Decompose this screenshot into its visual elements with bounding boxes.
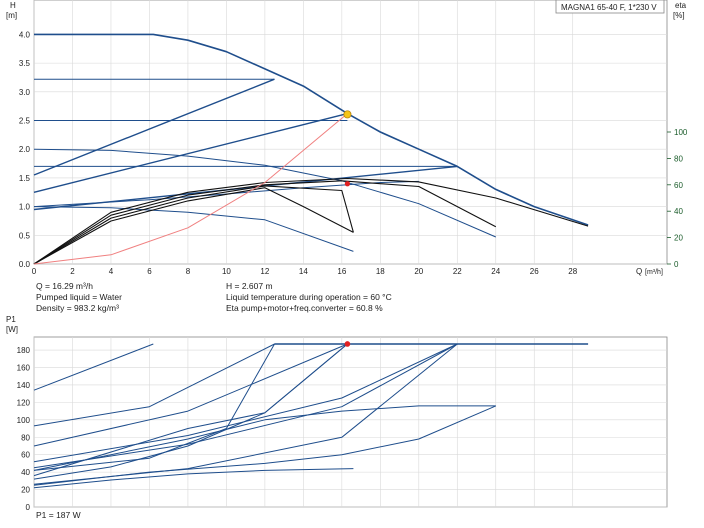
hq-x-tick-label: 24	[491, 267, 500, 276]
eta-curve	[33, 180, 497, 265]
p1-curve	[33, 405, 496, 486]
qh-speed-curve	[33, 206, 354, 252]
p1-curve	[33, 343, 275, 471]
p1-curve	[33, 343, 275, 427]
hq-y-tick-label: 0.0	[19, 260, 31, 269]
info-temp: Liquid temperature during operation = 60…	[226, 292, 392, 302]
hq-x-axis-name: Q	[636, 267, 642, 276]
p1-y-axis-unit: [W]	[6, 325, 18, 334]
eta-axis-name: eta	[675, 1, 687, 10]
p1-curve	[33, 343, 458, 463]
eta-tick-label: 40	[674, 207, 683, 216]
info-p1: P1 = 187 W	[36, 510, 81, 520]
hq-x-tick-label: 4	[109, 267, 114, 276]
hq-y-axis-name: H	[10, 1, 16, 10]
hq-y-axis-unit: [m]	[6, 11, 17, 20]
hq-x-tick-label: 10	[222, 267, 231, 276]
system-curve-curve	[33, 113, 348, 265]
qh-prop-curve	[33, 112, 348, 193]
p1-curve	[33, 343, 458, 469]
info-h: H = 2.607 m	[226, 281, 273, 291]
hq-x-tick-label: 18	[376, 267, 385, 276]
hq-plot-frame	[33, 0, 668, 265]
eta-tick-label: 80	[674, 154, 683, 163]
p1-y-tick-label: 60	[21, 451, 30, 460]
p1-y-tick-label: 0	[26, 503, 31, 512]
p1-y-tick-label: 160	[17, 364, 31, 373]
hq-x-tick-label: 0	[32, 267, 37, 276]
p1-curve	[33, 405, 496, 471]
p1-curve	[33, 468, 354, 489]
hq-x-tick-label: 12	[260, 267, 269, 276]
hq-y-tick-label: 1.5	[19, 174, 31, 183]
p1-y-tick-label: 80	[21, 433, 30, 442]
hq-y-tick-label: 2.5	[19, 117, 31, 126]
hq-y-tick-label: 2.0	[19, 145, 31, 154]
info-liquid: Pumped liquid = Water	[36, 292, 122, 302]
eta-curve	[33, 177, 589, 265]
hq-y-tick-label: 3.0	[19, 88, 31, 97]
eta-tick-label: 20	[674, 234, 683, 243]
info-density: Density = 983.2 kg/m³	[36, 303, 119, 313]
hq-x-axis-unit: [m³/h]	[645, 269, 663, 276]
info-eta: Eta pump+motor+freq.converter = 60.8 %	[226, 303, 383, 313]
hq-x-tick-label: 14	[299, 267, 308, 276]
p1-y-tick-label: 20	[21, 486, 30, 495]
p1-y-tick-label: 100	[17, 416, 31, 425]
p1-duty-point	[344, 341, 351, 347]
p1-plot-frame	[33, 336, 668, 508]
hq-y-tick-label: 1.0	[19, 203, 31, 212]
eta-axis-unit: [%]	[673, 11, 685, 20]
eta-tick-label: 0	[674, 260, 679, 269]
qh-prop-curve	[33, 78, 275, 176]
hq-y-tick-label: 4.0	[19, 30, 31, 39]
hq-x-tick-label: 8	[186, 267, 191, 276]
p1-curve	[33, 343, 154, 391]
p1-y-tick-label: 120	[17, 398, 31, 407]
p1-y-tick-label: 40	[21, 468, 30, 477]
hq-duty-point	[343, 110, 352, 119]
hq-x-tick-label: 2	[70, 267, 75, 276]
hq-x-tick-label: 28	[568, 267, 577, 276]
p1-y-axis-name: P1	[6, 315, 16, 324]
eta-curve	[33, 185, 354, 265]
hq-x-tick-label: 20	[414, 267, 423, 276]
hq-y-tick-label: 0.5	[19, 231, 31, 240]
model-label: MAGNA1 65-40 F, 1*230 V	[561, 3, 657, 12]
qh-speed-curve	[33, 148, 496, 238]
hq-x-tick-label: 22	[453, 267, 462, 276]
eta-duty-point	[344, 181, 351, 187]
eta-curve	[33, 187, 354, 265]
eta-tick-label: 60	[674, 181, 683, 190]
info-q: Q = 16.29 m³/h	[36, 281, 93, 291]
model-label-box	[555, 0, 665, 14]
qh-speed-curve	[33, 180, 419, 208]
p1-y-tick-label: 140	[17, 381, 31, 390]
hq-x-tick-label: 16	[337, 267, 346, 276]
p1-curve	[33, 343, 348, 447]
eta-tick-label: 100	[674, 128, 688, 137]
hq-y-tick-label: 3.5	[19, 59, 31, 68]
hq-x-tick-label: 26	[530, 267, 539, 276]
p1-y-tick-label: 180	[17, 346, 31, 355]
hq-x-tick-label: 6	[147, 267, 152, 276]
p1-curve	[33, 343, 348, 477]
